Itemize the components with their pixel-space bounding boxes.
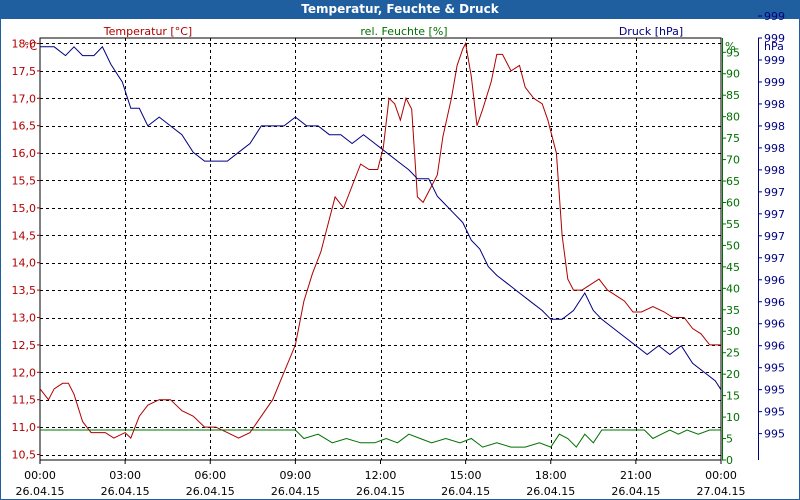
temperature-tick-label: 17,0 (12, 92, 37, 105)
pressure-unit-label: hPa (764, 40, 784, 53)
humidity-tick-label: 20 (726, 368, 740, 381)
pressure-tick-label: 996 (764, 318, 785, 331)
pressure-tick-label: 996 (764, 296, 785, 309)
humidity-tick-label: 25 (726, 347, 740, 360)
temperature-tick-label: 15,0 (12, 202, 37, 215)
humidity-tick-label: 60 (726, 196, 740, 209)
pressure-tick-label: 997 (764, 208, 785, 221)
pressure-tick-label: 995 (764, 362, 785, 375)
humidity-tick-label: 55 (726, 218, 740, 231)
pressure-tick-label: 996 (764, 274, 785, 287)
humidity-tick-label: 35 (726, 304, 740, 317)
x-tick-time-label: 09:00 (280, 469, 312, 482)
x-tick-date-label: 26.04.15 (16, 485, 65, 498)
title-bar: Temperatur, Feuchte & Druck (1, 1, 799, 19)
x-tick-date-label: 26.04.15 (101, 485, 150, 498)
humidity-tick-label: 50 (726, 239, 740, 252)
humidity-tick-label: 65 (726, 175, 740, 188)
temperature-axis-title: Temperatur [°C] (103, 25, 192, 38)
humidity-tick-label: 95 (726, 46, 740, 59)
x-tick-date-label: 26.04.15 (611, 485, 660, 498)
temperature-tick-label: 10,5 (12, 449, 37, 462)
x-tick-time-label: 03:00 (109, 469, 141, 482)
humidity-tick-label: 0 (726, 454, 733, 467)
x-tick-date-label: 26.04.15 (441, 485, 490, 498)
temperature-tick-label: 13,0 (12, 312, 37, 325)
pressure-tick-label: 995 (764, 406, 785, 419)
chart-title: Temperatur, Feuchte & Druck (301, 2, 499, 16)
temperature-tick-label: 12,5 (12, 339, 37, 352)
temperature-tick-label: 18,0 (12, 37, 37, 50)
temperature-tick-label: 16,0 (12, 147, 37, 160)
humidity-unit-label: % (725, 40, 735, 53)
x-tick-date-label: 26.04.15 (356, 485, 405, 498)
series-line-temperature (39, 41, 721, 439)
pressure-tick-label: 996 (764, 340, 785, 353)
humidity-tick-label: 80 (726, 111, 740, 124)
x-tick-date-label: 27.04.15 (697, 485, 746, 498)
temperature-tick-label: 11,0 (12, 421, 37, 434)
temperature-tick-label: 14,5 (12, 229, 37, 242)
temperature-tick-label: 11,5 (12, 394, 37, 407)
x-tick-time-label: 15:00 (450, 469, 482, 482)
series-line-humidity (40, 429, 721, 448)
x-tick-time-label: 12:00 (365, 469, 397, 482)
temperature-tick-label: 15,5 (12, 174, 37, 187)
x-tick-date-label: 26.04.15 (271, 485, 320, 498)
pressure-tick-label: 997 (764, 186, 785, 199)
temperature-tick-label: 13,5 (12, 284, 37, 297)
humidity-tick-label: 40 (726, 282, 740, 295)
x-tick-time-label: 18:00 (535, 469, 567, 482)
humidity-tick-label: 70 (726, 154, 740, 167)
humidity-tick-label: 75 (726, 132, 740, 145)
humidity-axis-title: rel. Feuchte [%] (360, 25, 447, 38)
pressure-axis-title: Druck [hPa] (619, 25, 683, 38)
pressure-tick-label: 998 (764, 98, 785, 111)
series-line-pressure (40, 45, 722, 390)
x-tick-time-label: 21:00 (620, 469, 652, 482)
pressure-tick-label: 999 (764, 76, 785, 89)
humidity-tick-label: 45 (726, 261, 740, 274)
pressure-tick-label: 999 (764, 10, 785, 23)
x-tick-time-label: 00:00 (705, 469, 737, 482)
pressure-tick-label: 997 (764, 252, 785, 265)
pressure-tick-label: 995 (764, 384, 785, 397)
humidity-tick-label: 10 (726, 411, 740, 424)
humidity-tick-label: 85 (726, 89, 740, 102)
x-tick-date-label: 26.04.15 (526, 485, 575, 498)
pressure-tick-label: 999 (764, 32, 785, 45)
x-tick-time-label: 06:00 (194, 469, 226, 482)
x-tick-time-label: 00:00 (24, 469, 56, 482)
humidity-tick-label: 30 (726, 325, 740, 338)
pressure-tick-label: 999 (764, 54, 785, 67)
pressure-tick-label: 995 (764, 428, 785, 441)
temperature-unit-label: °C (24, 40, 38, 53)
temperature-tick-label: 12,0 (12, 366, 37, 379)
pressure-tick-label: 998 (764, 164, 785, 177)
pressure-tick-label: 998 (764, 142, 785, 155)
humidity-tick-label: 5 (726, 433, 733, 446)
temperature-tick-label: 16,5 (12, 120, 37, 133)
pressure-tick-label: 998 (764, 120, 785, 133)
x-tick-date-label: 26.04.15 (186, 485, 235, 498)
plot-area (39, 37, 722, 461)
temperature-tick-label: 14,0 (12, 257, 37, 270)
humidity-tick-label: 15 (726, 390, 740, 403)
pressure-tick-label: 997 (764, 230, 785, 243)
humidity-tick-label: 90 (726, 68, 740, 81)
temperature-tick-label: 17,5 (12, 65, 37, 78)
